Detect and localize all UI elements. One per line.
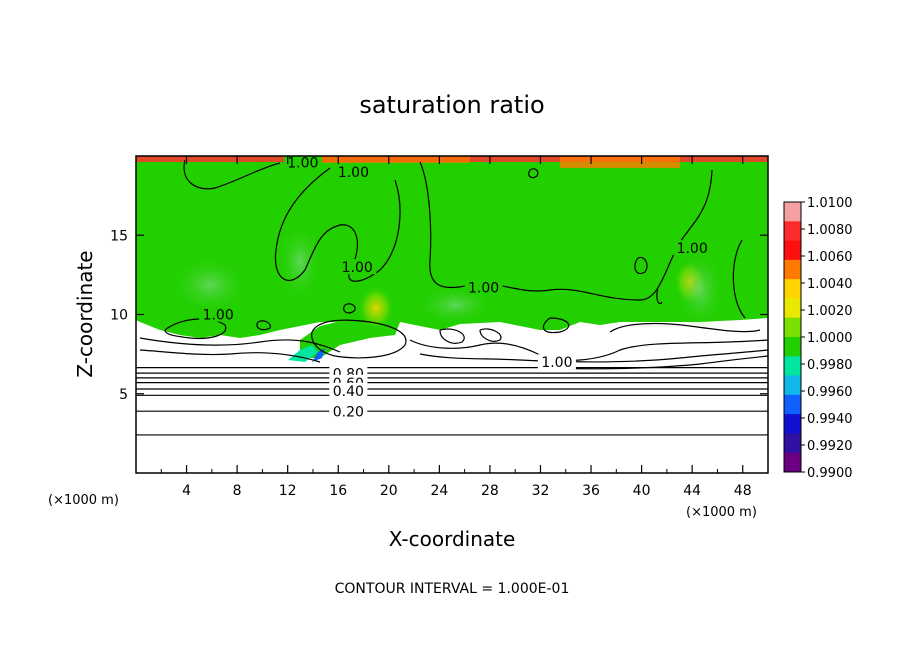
x-unit-right: (×1000 m) [686, 505, 757, 520]
contour-label-bg [329, 382, 368, 398]
contour-labels: 1.001.001.001.001.001.001.000.800.600.40… [199, 156, 712, 420]
x-tick-label: 12 [279, 483, 297, 499]
contour-levels [136, 366, 768, 436]
colorbar-segment [784, 375, 801, 396]
x-tick-label: 28 [481, 483, 499, 499]
cold-streak-core [312, 348, 325, 362]
contour-line [139, 349, 321, 363]
colorbar-segment [784, 279, 801, 299]
y-tick-label: 10 [110, 308, 128, 324]
cool-spot-1 [170, 255, 250, 315]
contour-line [439, 328, 465, 344]
contour-line [419, 349, 768, 363]
x-tick-label: 4 [182, 483, 191, 499]
colorbar [783, 201, 802, 473]
contour-label-bg [464, 279, 503, 295]
x-tick-label: 20 [380, 483, 398, 499]
colorbar-label: 0.9980 [807, 358, 853, 373]
colorbar-label: 1.0000 [807, 331, 853, 346]
colorbar-label: 1.0080 [807, 223, 853, 238]
contour-line [343, 303, 356, 314]
x-axis-title: X-coordinate [389, 527, 516, 551]
contour-label-bg [673, 240, 712, 256]
cool-spot-2 [278, 222, 322, 302]
colorbar-label: 1.0040 [807, 277, 853, 292]
contour-line [656, 289, 663, 305]
contour-label-bg [537, 354, 576, 370]
contour-label-bg [334, 164, 373, 180]
y-tick-label: 5 [119, 387, 128, 403]
colorbar-segment [784, 414, 801, 434]
contour-label: 0.20 [333, 404, 364, 420]
colorbar-segment [784, 452, 801, 473]
contour-line [139, 337, 341, 353]
colorbar-segment [784, 337, 801, 357]
contour-line [256, 320, 271, 331]
x-axis: 4 8 12 16 20 24 28 32 36 40 44 48 [160, 156, 752, 499]
contour-label-bg [283, 156, 322, 170]
contour-line [164, 318, 227, 340]
x-tick-label: 32 [532, 483, 550, 499]
contour-label: 1.00 [287, 156, 318, 172]
contour-label: 1.00 [338, 165, 369, 181]
cool-spot-3 [415, 285, 495, 325]
y-axis-title: Z-coordinate [73, 250, 97, 377]
contour-label-bg [329, 403, 368, 419]
colorbar-segment [784, 433, 801, 454]
top-supersat-band-hot [560, 156, 680, 168]
colorbar-label: 1.0020 [807, 304, 853, 319]
contour-label: 1.00 [468, 281, 499, 297]
colorbar-segment [784, 317, 801, 338]
y-axis: 5 10 15 [110, 228, 768, 403]
contour-label-bg [338, 259, 377, 275]
contour-line [183, 159, 281, 190]
contour-line [634, 256, 648, 275]
colorbar-label: 0.9960 [807, 385, 853, 400]
x-tick-label: 40 [633, 483, 651, 499]
colorbar-label: 1.0060 [807, 250, 853, 265]
x-tick-label: 44 [683, 483, 701, 499]
y-tick-label: 15 [110, 228, 128, 244]
colorbar-segment [784, 298, 801, 319]
contour-line [542, 317, 570, 334]
cool-spot-4 [675, 250, 725, 330]
colorbar-segment [784, 356, 801, 377]
x-tick-label: 16 [329, 483, 347, 499]
contour-label: 1.00 [677, 241, 708, 257]
colorbar-labels: 1.0100 1.0080 1.0060 1.0040 1.0020 1.0000 0.99… [801, 196, 853, 481]
x-tick-label: 48 [734, 483, 752, 499]
chart-title: saturation ratio [359, 91, 544, 119]
contour-line [609, 322, 761, 333]
contour-line [528, 168, 539, 179]
colorbar-segment [784, 394, 801, 415]
contour-line [311, 319, 407, 359]
colorbar-segment [784, 259, 801, 280]
x-tick-label: 24 [430, 483, 448, 499]
contour-interval-note: CONTOUR INTERVAL = 1.000E-01 [335, 581, 570, 597]
cold-streak [288, 345, 318, 362]
x-tick-label: 8 [233, 483, 242, 499]
colorbar-label: 1.0100 [807, 196, 853, 211]
plot-area: 1.001.001.001.001.001.001.000.800.600.40… [136, 156, 768, 473]
hot-spot-1 [358, 286, 394, 330]
top-supersat-band-hot-2 [320, 156, 470, 163]
x-tick-label: 36 [582, 483, 600, 499]
contour-label: 1.00 [203, 308, 234, 324]
colorbar-segment [784, 202, 801, 222]
colorbar-label: 0.9920 [807, 439, 853, 454]
contour-line [274, 167, 401, 282]
contour-label-bg [199, 306, 238, 322]
contour-label: 1.00 [342, 260, 373, 276]
contour-label: 0.40 [333, 384, 364, 400]
colorbar-label: 0.9900 [807, 466, 853, 481]
colorbar-segment [784, 240, 801, 261]
contour-label: 1.00 [541, 355, 572, 371]
colorbar-segment [784, 221, 801, 242]
contour-line [732, 239, 746, 319]
colorbar-label: 0.9940 [807, 412, 853, 427]
contour-line [479, 328, 502, 342]
contour-line [559, 355, 768, 370]
x-unit-left: (×1000 m) [48, 493, 119, 508]
